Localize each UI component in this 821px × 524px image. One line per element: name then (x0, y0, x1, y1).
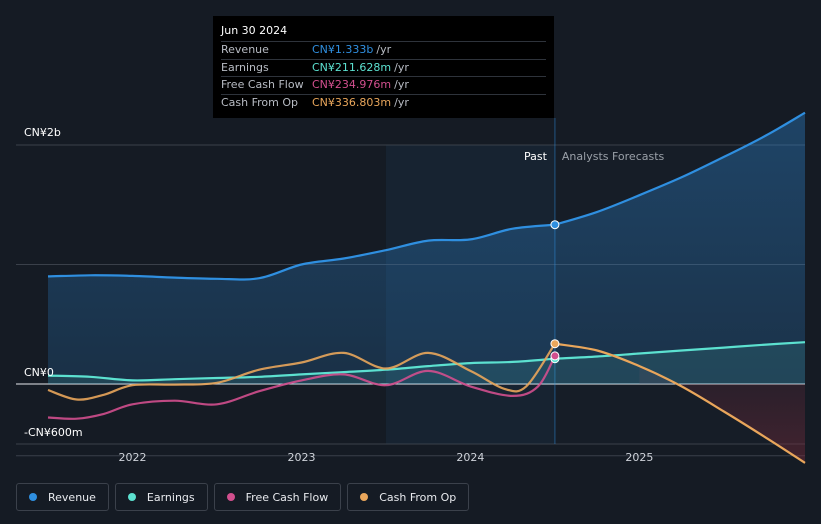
tooltip-label: Revenue (221, 43, 269, 56)
legend-earnings-toggle[interactable]: Earnings (114, 483, 208, 511)
past-label: Past (524, 150, 548, 163)
legend-label: Free Cash Flow (245, 490, 329, 504)
tooltip-unit: /yr (376, 43, 392, 56)
y-label-top: CN¥2b (24, 126, 61, 139)
legend-label: Cash From Op (379, 490, 457, 504)
data-tooltip: Jun 30 2024 Revenue CN¥1.333b /yr Earnin… (213, 16, 554, 118)
x-tick-label: 2023 (287, 451, 315, 464)
tooltip-unit: /yr (394, 78, 409, 91)
y-label-zero: CN¥0 (24, 366, 54, 379)
tooltip-label: Free Cash Flow (221, 78, 304, 91)
forecast-label: Analysts Forecasts (562, 150, 665, 163)
cash-from-op-negative-fill (639, 366, 805, 463)
revenue-past-line (47, 223, 556, 281)
tooltip-label: Cash From Op (221, 95, 299, 109)
legend-dot-icon (360, 493, 369, 501)
tooltip-value: CN¥211.628m (312, 60, 392, 74)
legend-label: Earnings (146, 490, 195, 504)
legend-revenue-toggle[interactable]: Revenue (16, 483, 109, 511)
tooltip-unit: /yr (394, 95, 409, 109)
tooltip-row-free-cash-flow: Free Cash Flow CN¥234.976m /yr (221, 76, 546, 94)
tooltip-value: CN¥1.333b (312, 43, 374, 56)
cash-from-op-past-line (47, 343, 556, 401)
legend-free-cash-flow-toggle[interactable]: Free Cash Flow (213, 483, 342, 511)
tooltip-label: Earnings (221, 60, 269, 74)
free-cash-flow-marker (550, 351, 560, 361)
legend-dot-icon (226, 493, 235, 501)
cash-from-op-marker (550, 339, 560, 349)
tooltip-row-earnings: Earnings CN¥211.628m /yr (221, 58, 546, 77)
earnings-forecast-line (554, 341, 806, 360)
x-tick-label: 2024 (456, 451, 484, 464)
chart-legend: Revenue Earnings Free Cash Flow Cash Fro… (16, 483, 470, 511)
y-label-bottom: -CN¥600m (24, 426, 83, 439)
x-tick-label: 2025 (625, 451, 653, 464)
tooltip-value: CN¥234.976m (312, 78, 392, 91)
tooltip-row-revenue: Revenue CN¥1.333b /yr (221, 41, 546, 59)
tooltip-value: CN¥336.803m (312, 95, 392, 109)
revenue-area (48, 112, 805, 384)
x-tick-label: 2022 (118, 451, 146, 464)
legend-label: Revenue (48, 490, 96, 504)
tooltip-row-cash-from-op: Cash From Op CN¥336.803m /yr (221, 93, 546, 112)
legend-cash-from-op-toggle[interactable]: Cash From Op (347, 483, 470, 511)
revenue-marker (550, 220, 560, 230)
legend-dot-icon (29, 493, 37, 501)
cash-from-op-forecast-line (554, 342, 806, 464)
tooltip-date: Jun 30 2024 (221, 24, 288, 37)
free-cash-flow-past-line (47, 355, 556, 420)
revenue-forecast-line (554, 111, 806, 226)
tooltip-unit: /yr (394, 60, 409, 74)
earnings-past-line (47, 357, 555, 382)
earnings-area (48, 342, 805, 384)
legend-dot-icon (127, 493, 136, 501)
